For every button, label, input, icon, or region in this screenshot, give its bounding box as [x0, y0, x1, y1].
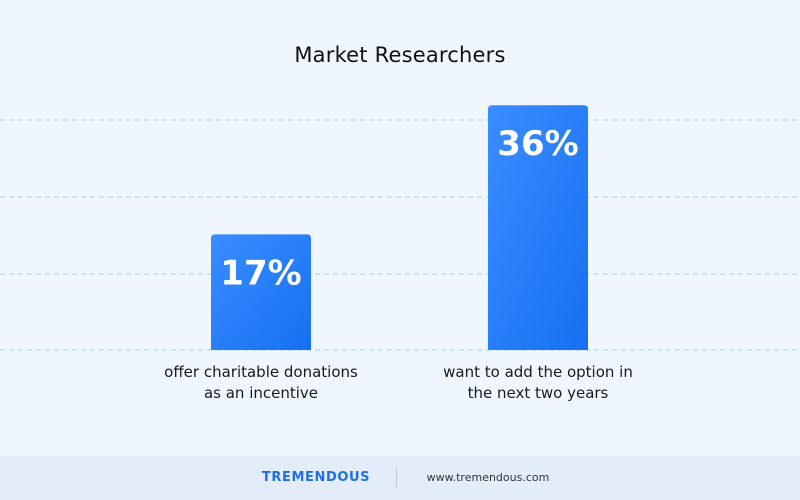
- bar: [211, 234, 311, 350]
- category-label: offer charitable donations as an incenti…: [164, 363, 358, 402]
- footer-divider: [396, 469, 397, 487]
- footer: TREMENDOUS www.tremendous.com: [0, 456, 800, 500]
- bar: [488, 105, 588, 350]
- bar-value-label: 17%: [220, 253, 301, 293]
- chart-title: Market Researchers: [294, 43, 506, 67]
- bar-value-label: 36%: [497, 124, 578, 164]
- website-link[interactable]: www.tremendous.com: [426, 471, 550, 484]
- category-label: want to add the option in the next two y…: [443, 363, 633, 402]
- bar-chart: 17% 36%: [0, 105, 800, 351]
- brand-logo[interactable]: TREMENDOUS: [261, 470, 371, 485]
